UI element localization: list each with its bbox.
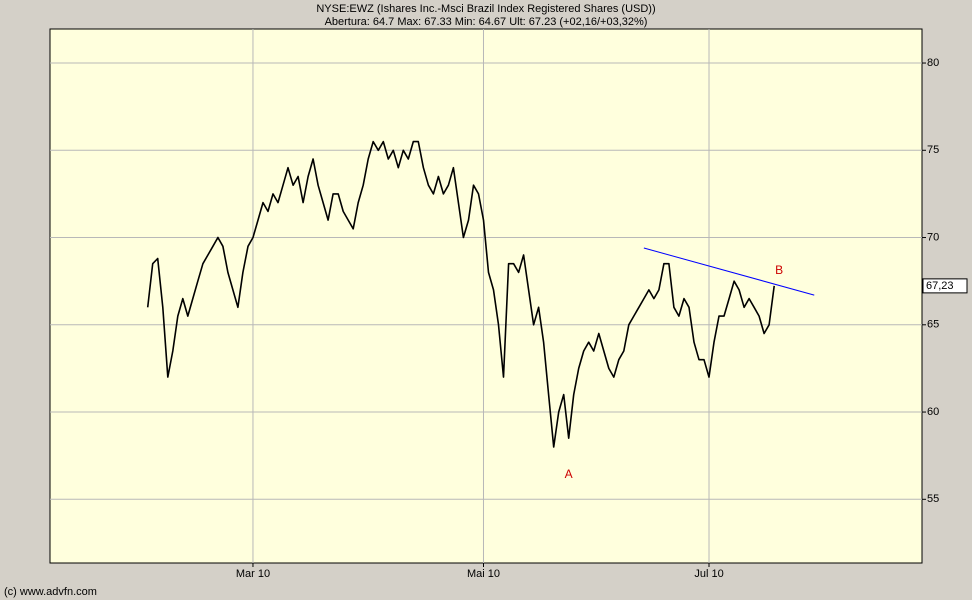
y-tick-label: 70: [927, 231, 939, 243]
annotation: B: [775, 263, 783, 277]
last-price-box: [922, 278, 968, 294]
chart-subtitle: Abertura: 64.7 Max: 67.33 Min: 64.67 Ult…: [325, 16, 648, 28]
plot-area: [49, 28, 923, 564]
y-tick-label: 80: [927, 57, 939, 69]
annotation: A: [565, 467, 573, 481]
y-tick-label: 55: [927, 493, 939, 505]
last-price-label: 67,23: [926, 280, 954, 292]
x-tick-label: Mai 10: [467, 568, 500, 580]
y-tick-label: 60: [927, 406, 939, 418]
x-tick-label: Jul 10: [694, 568, 723, 580]
x-tick-label: Mar 10: [236, 568, 270, 580]
y-tick-label: 75: [927, 144, 939, 156]
trendline: [643, 247, 815, 296]
chart-title: NYSE:EWZ (Ishares Inc.-Msci Brazil Index…: [316, 3, 655, 15]
price-line: [146, 140, 775, 448]
y-tick-label: 65: [927, 319, 939, 331]
footer: (c) www.advfn.com: [4, 586, 97, 598]
